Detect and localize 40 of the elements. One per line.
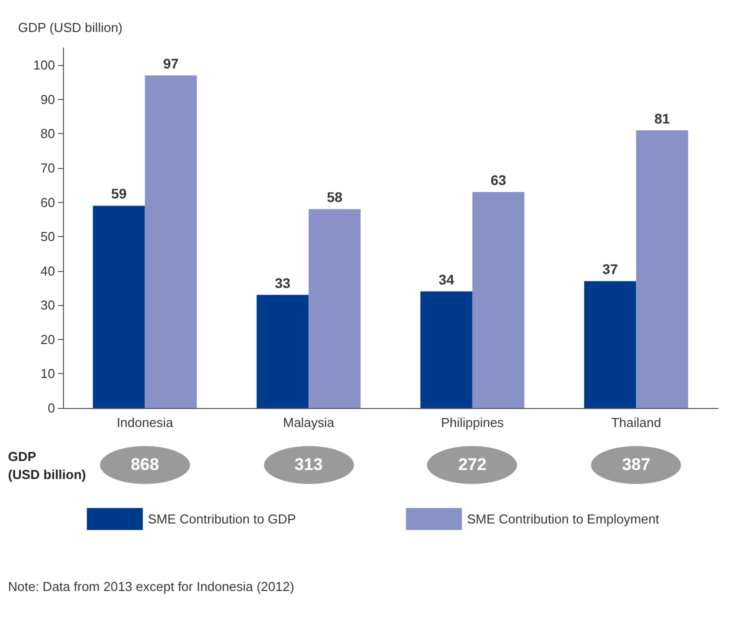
y-tick-label: 0: [48, 400, 55, 416]
bar: [256, 294, 309, 408]
oval-badge: 272: [427, 446, 518, 484]
bar: [308, 209, 361, 408]
data-label: 97: [163, 55, 179, 72]
bar: [420, 291, 472, 408]
text: Note: Data from 2013 except for Indonesia (2012): [8, 579, 294, 594]
data-label: 34: [438, 271, 454, 288]
oval-badge: 387: [591, 446, 682, 484]
legend-label: SME Contribution to Employment: [466, 512, 660, 526]
legend-label: SME Contribution to GDP: [148, 512, 296, 526]
y-tick-label: 100: [33, 58, 55, 73]
y-tick-label: 60: [40, 194, 55, 210]
bar: [472, 192, 524, 408]
y-tick-label: 20: [40, 332, 55, 347]
oval-badge: 313: [264, 446, 354, 484]
y-tick-label: 40: [40, 263, 55, 278]
text: GDP (USD billion): [8, 448, 86, 484]
bar: [144, 75, 197, 408]
data-label: 59: [111, 186, 127, 202]
x-tick-label: Indonesia: [116, 415, 174, 430]
bar: [92, 206, 145, 408]
bar: [636, 130, 688, 408]
y-tick-label: 80: [40, 126, 55, 142]
x-tick-label: Philippines: [440, 415, 504, 430]
y-tick-label: 10: [40, 366, 55, 382]
bar: [584, 281, 636, 408]
y-tick-label: 30: [40, 298, 55, 313]
x-tick-label: Malaysia: [282, 415, 336, 430]
y-tick-label: 50: [40, 229, 55, 244]
data-label: 33: [274, 274, 291, 291]
oval-badge: 868: [100, 446, 190, 484]
x-tick-label: Thailand: [611, 415, 662, 430]
y-tick-label: 70: [40, 160, 55, 176]
y-axis-title: GDP (USD billion): [18, 20, 123, 35]
data-label: 37: [602, 261, 618, 278]
data-label: 81: [654, 110, 670, 126]
data-label: 58: [326, 189, 343, 206]
data-label: 63: [490, 172, 506, 188]
y-tick-label: 90: [40, 92, 55, 107]
